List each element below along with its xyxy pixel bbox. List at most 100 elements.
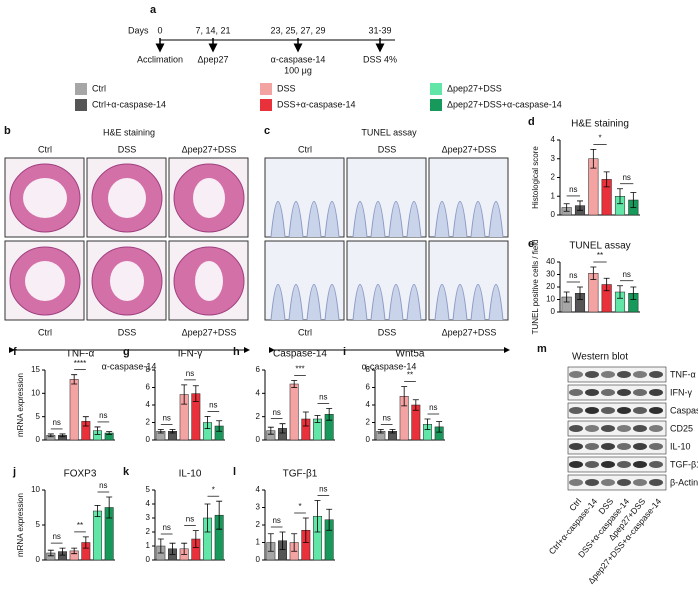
- y-tick-label: 30: [546, 270, 555, 279]
- timeline-event: Δpep27: [197, 54, 228, 64]
- error-bar: [577, 200, 583, 211]
- significance-label: *: [298, 502, 301, 511]
- band: [649, 461, 663, 468]
- villus: [452, 284, 468, 321]
- villus: [288, 284, 304, 321]
- chart-title: FOXP3: [64, 469, 97, 480]
- significance-label: *: [212, 485, 215, 494]
- error-bar: [279, 423, 286, 434]
- band: [601, 443, 615, 450]
- band: [601, 425, 615, 432]
- band: [585, 407, 599, 414]
- significance-label: ns: [209, 400, 217, 409]
- legend-label: Δpep27+DSS: [447, 83, 502, 93]
- band: [585, 443, 599, 450]
- chart-title: Wnt5a: [396, 349, 425, 360]
- y-tick-label: 2: [256, 412, 261, 421]
- column-label: Δpep27+DSS: [442, 144, 497, 154]
- timeline-event: DSS 4%: [363, 54, 397, 64]
- significance-label: ns: [99, 481, 107, 490]
- error-bar: [181, 384, 188, 405]
- band: [617, 407, 631, 414]
- error-bar: [204, 415, 211, 430]
- panel-title: H&E staining: [103, 127, 155, 137]
- band: [601, 461, 615, 468]
- panel-title: Western blot: [572, 352, 628, 363]
- column-label: Ctrl: [38, 144, 52, 154]
- row-label: CD25: [670, 423, 693, 433]
- chart-title: TNF-α: [66, 349, 95, 360]
- y-tick-label: 5: [146, 485, 151, 494]
- villus: [434, 284, 450, 321]
- significance-label: ns: [186, 515, 194, 524]
- significance-label: ns: [382, 414, 390, 423]
- band: [569, 479, 583, 486]
- significance-label: ns: [429, 403, 437, 412]
- y-tick-label: 8: [366, 365, 371, 374]
- error-bar: [630, 192, 637, 208]
- significance-label: *: [598, 133, 601, 142]
- y-tick-label: 0: [366, 435, 371, 444]
- band: [617, 479, 631, 486]
- error-bar: [181, 542, 188, 555]
- band: [617, 371, 631, 378]
- timeline-event: α-caspase-14: [271, 54, 326, 64]
- column-label: Δpep27+DSS: [182, 144, 237, 154]
- bar: [93, 510, 102, 561]
- significance-label: ***: [295, 365, 304, 374]
- band: [617, 425, 631, 432]
- y-tick-label: 3: [551, 154, 556, 163]
- error-bar: [389, 429, 396, 434]
- panel-letter: i: [343, 346, 346, 358]
- band: [569, 407, 583, 414]
- significance-label: ns: [622, 270, 630, 279]
- y-axis-label: Histological score: [531, 146, 540, 209]
- villus: [452, 201, 468, 238]
- significance-label: ****: [74, 359, 86, 368]
- timeline-tick: 23, 25, 27, 29: [270, 25, 325, 35]
- band: [649, 407, 663, 414]
- band: [569, 425, 583, 432]
- band: [649, 443, 663, 450]
- column-label: Δpep27+DSS: [182, 327, 237, 337]
- tissue-inner: [23, 178, 67, 218]
- band: [617, 443, 631, 450]
- y-tick-label: 4: [366, 400, 371, 409]
- villus: [324, 284, 340, 321]
- timeline-tick: 7, 14, 21: [195, 25, 230, 35]
- significance-label: ns: [162, 414, 170, 423]
- significance-label: ns: [52, 418, 60, 427]
- error-bar: [216, 500, 223, 530]
- band: [585, 461, 599, 468]
- band: [633, 389, 647, 396]
- significance-label: ns: [99, 411, 107, 420]
- error-bar: [106, 496, 113, 519]
- chart-title: TUNEL assay: [569, 241, 630, 252]
- chart-title: Caspase-14: [273, 349, 327, 360]
- error-bar: [59, 433, 66, 438]
- y-tick-label: 0: [551, 307, 556, 316]
- y-tick-label: 6: [366, 383, 371, 392]
- y-tick-label: 2: [146, 418, 151, 427]
- band: [585, 479, 599, 486]
- y-tick-label: 1: [256, 538, 261, 547]
- error-bar: [82, 416, 89, 427]
- timeline-tick: 0: [157, 25, 162, 35]
- band: [601, 389, 615, 396]
- error-bar: [314, 500, 321, 533]
- villus: [388, 284, 404, 321]
- significance-label: ns: [569, 185, 577, 194]
- villus: [370, 284, 386, 321]
- error-bar: [436, 421, 443, 433]
- band: [649, 479, 663, 486]
- column-label: DSS: [378, 327, 397, 337]
- villus: [306, 201, 322, 238]
- error-bar: [590, 148, 597, 169]
- error-bar: [106, 431, 113, 435]
- legend-label: Δpep27+DSS+α-caspase-14: [447, 99, 562, 109]
- band: [617, 389, 631, 396]
- band: [569, 389, 583, 396]
- tissue-inner: [108, 178, 146, 218]
- significance-label: ns: [272, 408, 280, 417]
- chart-title: IFN-γ: [178, 349, 202, 360]
